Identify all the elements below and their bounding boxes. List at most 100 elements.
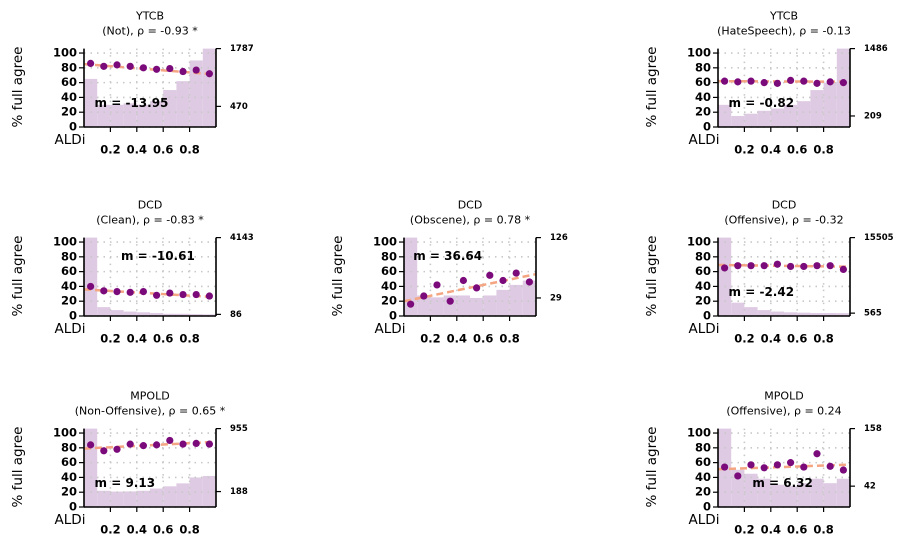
point bbox=[486, 271, 494, 279]
histogram-bar bbox=[496, 289, 510, 316]
y-tick-label: 100 bbox=[373, 235, 397, 249]
point bbox=[179, 440, 187, 448]
point bbox=[100, 447, 108, 455]
point bbox=[826, 78, 834, 86]
point bbox=[800, 262, 808, 271]
point bbox=[721, 264, 729, 272]
histogram-bar bbox=[417, 295, 431, 316]
point bbox=[446, 297, 454, 305]
annotation: m = 9.13 bbox=[95, 476, 156, 490]
x-tick-label: 0.4 bbox=[127, 332, 147, 346]
point bbox=[153, 65, 161, 73]
point bbox=[747, 461, 755, 469]
point bbox=[839, 79, 848, 87]
x-tick-label: 0.2 bbox=[420, 332, 440, 346]
histogram-bar bbox=[509, 284, 523, 316]
y-tick-label: 60 bbox=[61, 75, 77, 89]
point bbox=[747, 77, 755, 85]
y-tick-label: 100 bbox=[53, 426, 77, 440]
x-tick-label: 0.8 bbox=[179, 143, 199, 157]
point bbox=[525, 278, 534, 286]
title: YTCB bbox=[135, 10, 164, 23]
histogram-bar bbox=[84, 428, 98, 507]
y-tick-label: 0 bbox=[389, 309, 397, 323]
y-tick-label: 60 bbox=[695, 75, 711, 89]
point bbox=[826, 462, 834, 470]
point bbox=[760, 262, 768, 270]
histogram-bar bbox=[189, 314, 203, 316]
x-tick-label: 0.8 bbox=[813, 143, 833, 157]
y-tick-label: 40 bbox=[695, 279, 711, 293]
subtitle: (Non-Offensive), ρ = 0.65 * bbox=[75, 405, 226, 418]
x-tick-label: 0.8 bbox=[179, 332, 199, 346]
point bbox=[839, 265, 848, 274]
point bbox=[87, 282, 95, 291]
y-tick-label: 40 bbox=[61, 279, 77, 293]
y-axis-label: % full agree bbox=[10, 47, 26, 128]
histogram-bar bbox=[123, 311, 137, 316]
y-tick-label: 0 bbox=[703, 120, 711, 134]
x-tick-label: 0.8 bbox=[179, 523, 199, 537]
point bbox=[139, 287, 147, 296]
point bbox=[787, 459, 795, 467]
y-tick-label: 20 bbox=[61, 105, 77, 119]
y2-tick-label: 1486 bbox=[864, 44, 888, 54]
y-tick-label: 60 bbox=[61, 264, 77, 278]
histogram-bar bbox=[470, 297, 484, 316]
point bbox=[192, 66, 200, 74]
x-tick-label: 0.6 bbox=[787, 523, 807, 537]
histogram-bar bbox=[744, 113, 758, 127]
histogram-bar bbox=[456, 295, 470, 316]
histogram-bar bbox=[823, 483, 837, 507]
point bbox=[205, 440, 213, 448]
x-axis-label: ALDi bbox=[55, 321, 86, 337]
y-tick-label: 20 bbox=[695, 105, 711, 119]
point bbox=[734, 78, 742, 86]
x-tick-label: 0.4 bbox=[761, 143, 781, 157]
point bbox=[787, 76, 795, 85]
title: MPOLD bbox=[130, 390, 169, 403]
x-tick-label: 0.6 bbox=[787, 332, 807, 346]
annotation: m = -13.95 bbox=[95, 96, 169, 110]
histogram-bar bbox=[797, 312, 811, 316]
histogram-bar bbox=[744, 473, 758, 507]
histogram-bar bbox=[744, 307, 758, 316]
x-tick-label: 0.2 bbox=[100, 523, 120, 537]
y-tick-label: 0 bbox=[703, 309, 711, 323]
point bbox=[87, 441, 95, 449]
point bbox=[113, 287, 121, 296]
y-tick-label: 60 bbox=[695, 264, 711, 278]
annotation: m = -10.61 bbox=[121, 249, 195, 263]
histogram-bar bbox=[150, 101, 164, 127]
y2-tick-label: 470 bbox=[230, 102, 248, 112]
histogram-bar bbox=[150, 313, 164, 316]
y-tick-label: 60 bbox=[695, 455, 711, 469]
point bbox=[100, 287, 108, 295]
point bbox=[192, 439, 200, 447]
point bbox=[459, 276, 467, 285]
y-tick-label: 100 bbox=[53, 235, 77, 249]
histogram-bar bbox=[136, 490, 150, 507]
subtitle: (Offensive), ρ = -0.32 bbox=[724, 214, 843, 227]
histogram-bar bbox=[202, 475, 216, 507]
point bbox=[721, 77, 729, 85]
y2-tick-label: 29 bbox=[550, 293, 562, 303]
histogram-bar bbox=[97, 307, 111, 316]
annotation: m = 36.64 bbox=[413, 249, 482, 263]
histogram-bar bbox=[836, 313, 850, 316]
point bbox=[800, 77, 808, 85]
histogram-bar bbox=[123, 103, 137, 127]
x-tick-label: 0.6 bbox=[153, 332, 173, 346]
point bbox=[139, 442, 147, 450]
subtitle: (HateSpeech), ρ = -0.13 bbox=[717, 25, 851, 38]
point bbox=[813, 450, 821, 458]
annotation: m = -2.42 bbox=[729, 285, 795, 299]
x-tick-label: 0.2 bbox=[734, 332, 754, 346]
histogram-bar bbox=[823, 82, 837, 127]
histogram-bar bbox=[404, 237, 418, 316]
x-tick-label: 0.4 bbox=[761, 523, 781, 537]
